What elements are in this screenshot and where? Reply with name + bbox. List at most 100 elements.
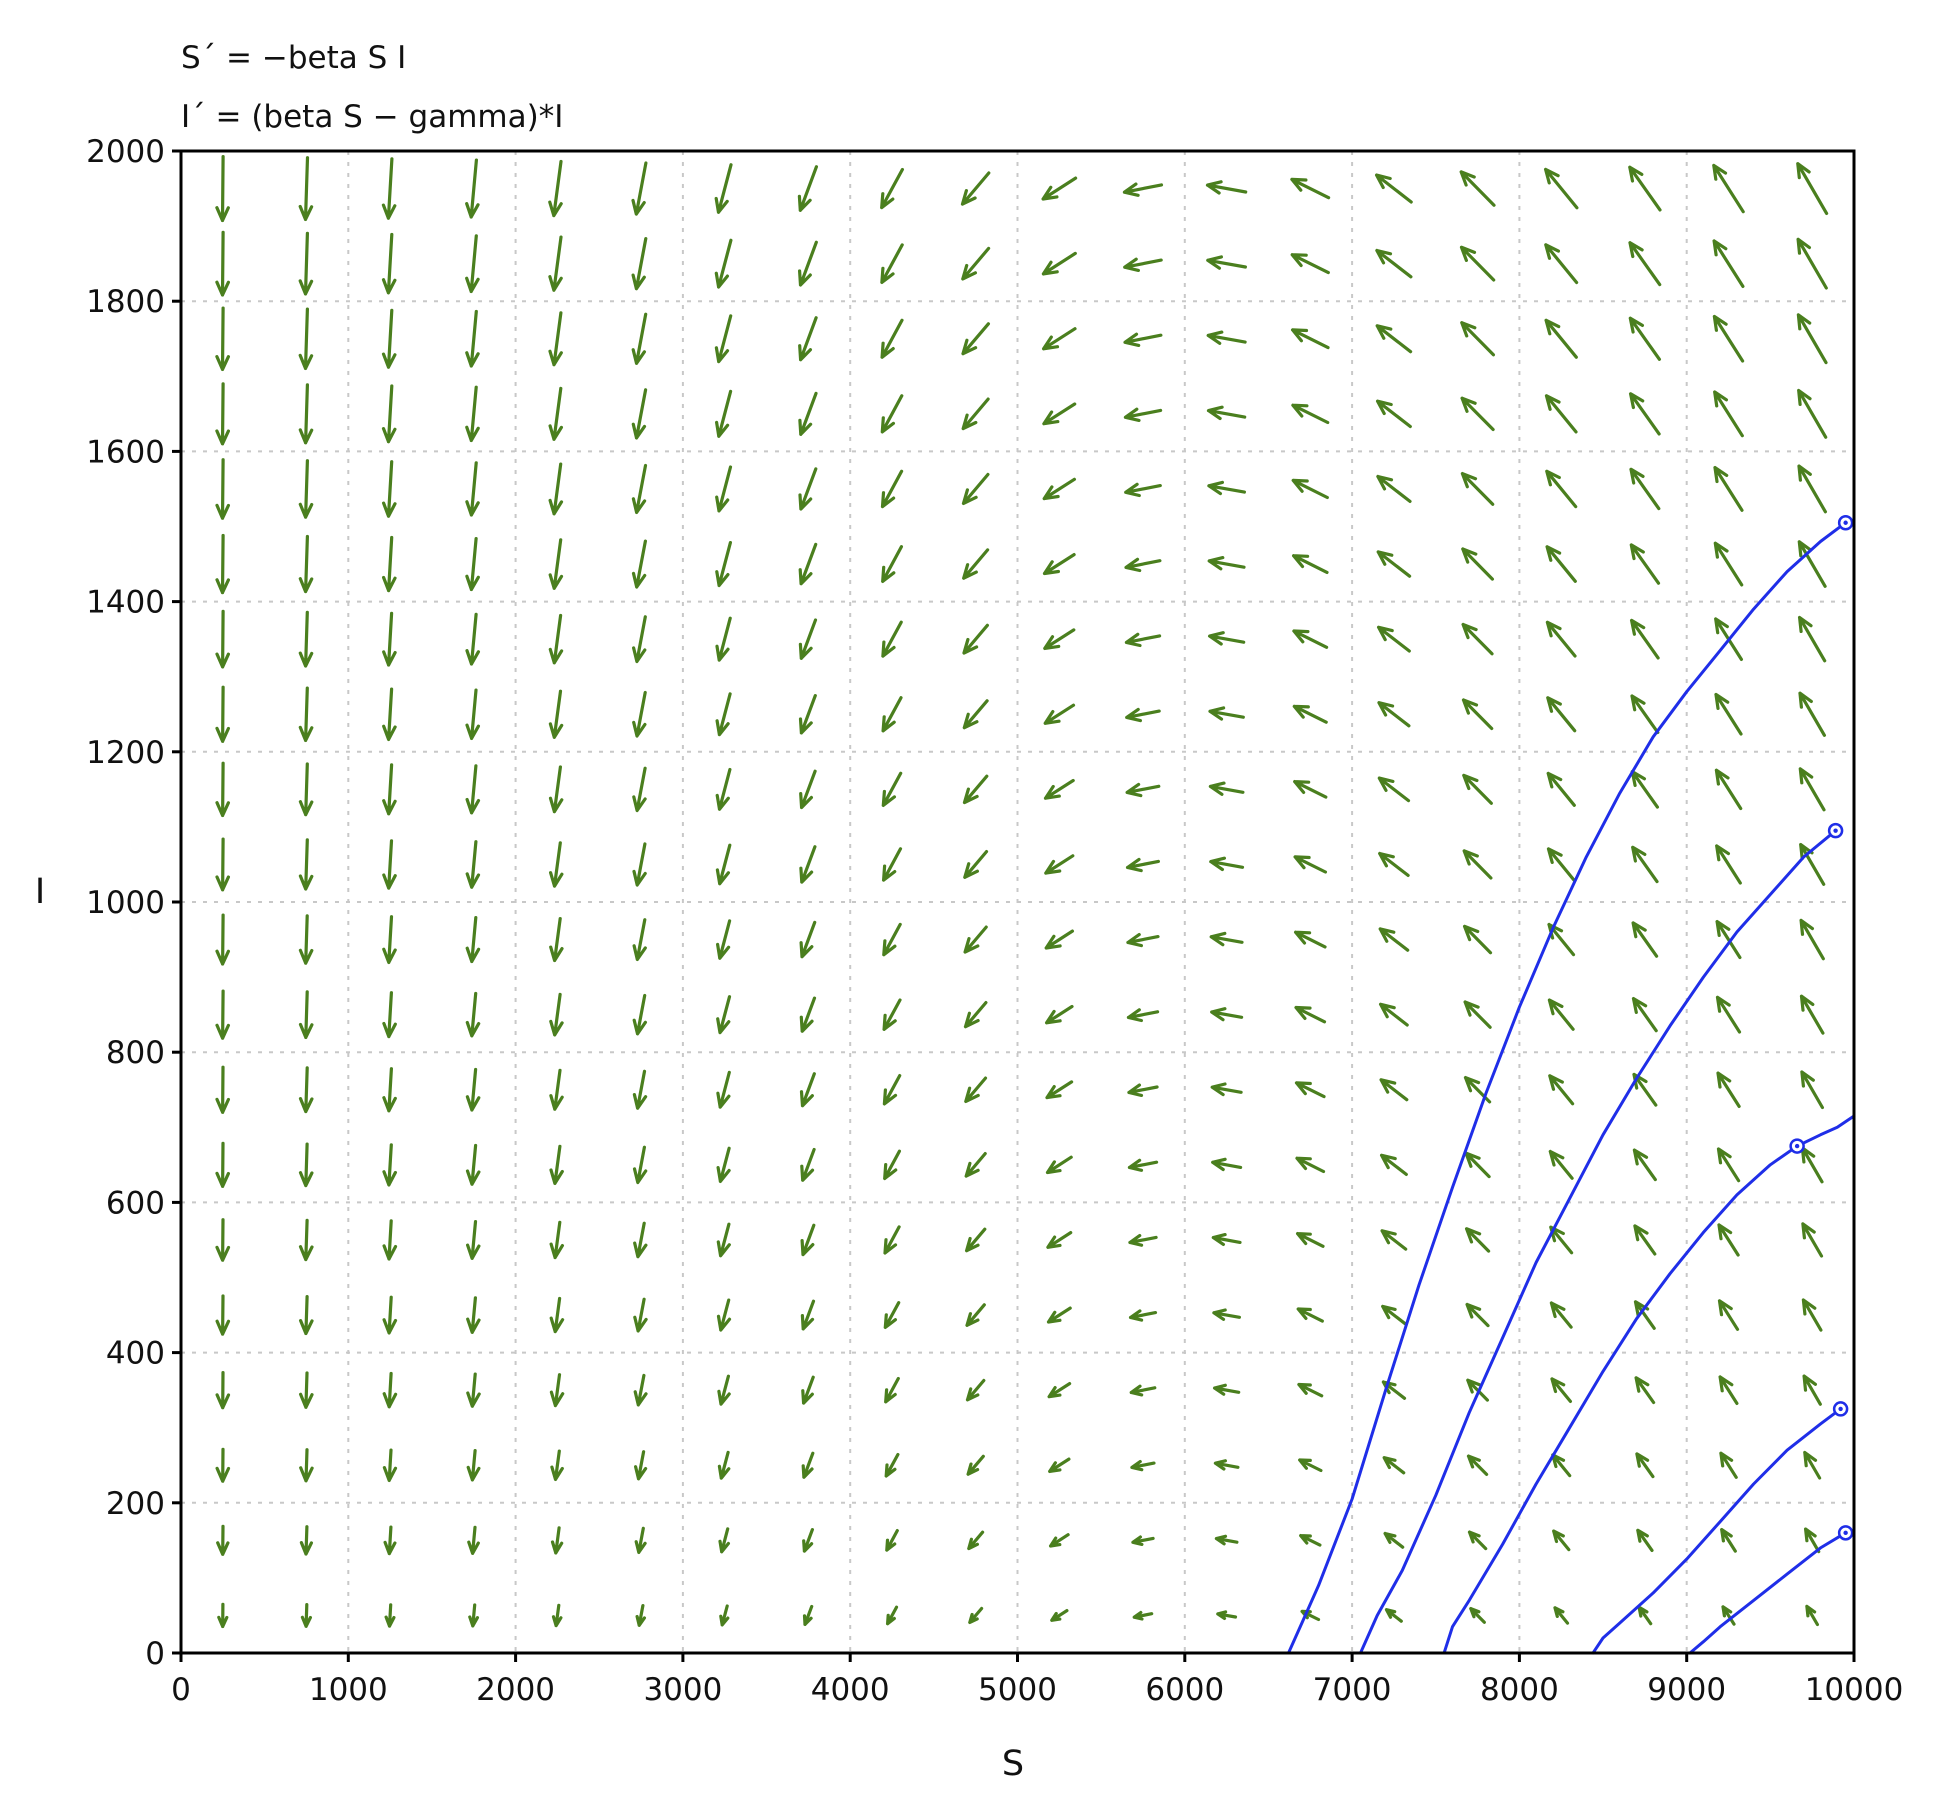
field-arrow — [1635, 1226, 1655, 1254]
field-arrow — [1129, 1160, 1156, 1170]
field-arrow — [1044, 479, 1074, 498]
field-arrow — [1216, 1536, 1237, 1544]
field-arrow — [550, 540, 561, 589]
field-arrow — [1297, 1083, 1325, 1097]
x-tick-label: 10000 — [1805, 1672, 1904, 1708]
field-arrow — [1634, 1150, 1655, 1180]
field-arrow — [718, 997, 730, 1033]
field-arrow — [1550, 1152, 1572, 1179]
field-arrow — [1212, 1009, 1242, 1020]
x-tick-label: 3000 — [643, 1672, 722, 1708]
field-arrow — [802, 1150, 814, 1181]
field-arrow — [301, 1068, 312, 1112]
field-arrow — [384, 538, 395, 591]
grid — [181, 151, 1854, 1653]
field-arrow — [1292, 179, 1329, 197]
field-arrow — [634, 1071, 645, 1108]
field-arrow — [887, 1531, 898, 1551]
field-arrow — [801, 998, 814, 1031]
field-arrow — [384, 689, 395, 739]
trajectories — [1289, 516, 1855, 1653]
field-arrow — [717, 770, 730, 810]
field-arrow — [384, 310, 395, 367]
field-arrow — [384, 1374, 395, 1407]
field-arrow — [1126, 559, 1160, 570]
field-arrow — [551, 994, 562, 1035]
equation-s-prime: S´ = −beta S I — [181, 40, 406, 76]
field-arrow — [1209, 558, 1244, 569]
field-arrow — [634, 617, 646, 662]
x-tick-label: 7000 — [1313, 1672, 1392, 1708]
field-arrow — [300, 916, 311, 963]
field-arrow — [1805, 1453, 1820, 1479]
field-arrow — [802, 1074, 815, 1106]
field-arrow — [1800, 769, 1824, 810]
field-arrow — [1631, 394, 1660, 434]
field-arrow — [1549, 849, 1574, 880]
field-arrow — [805, 1607, 812, 1625]
field-arrow — [1387, 1610, 1402, 1622]
y-tick-label: 1200 — [86, 735, 165, 771]
field-arrow — [1045, 555, 1075, 574]
field-arrow — [301, 1297, 312, 1334]
field-arrow — [1045, 705, 1073, 723]
field-arrow — [801, 696, 816, 733]
field-arrow — [967, 1229, 985, 1251]
field-arrow — [384, 1145, 395, 1185]
field-arrow — [1716, 695, 1741, 735]
field-arrow — [802, 1225, 814, 1254]
field-arrow — [1546, 169, 1577, 207]
field-arrow — [802, 1301, 813, 1329]
field-arrow — [1718, 997, 1740, 1032]
field-arrow — [1464, 851, 1491, 878]
field-arrow — [634, 996, 645, 1034]
field-arrow — [384, 235, 395, 293]
field-arrow — [804, 1530, 813, 1552]
field-arrow — [719, 1376, 729, 1404]
field-arrow — [550, 237, 561, 290]
field-arrow — [1130, 1236, 1156, 1246]
field-arrow — [1128, 1010, 1157, 1021]
field-arrow — [1379, 627, 1410, 651]
field-arrow — [1547, 396, 1577, 432]
field-arrow — [1464, 700, 1492, 729]
equation-i-prime: I´ = (beta S − gamma)*I — [181, 99, 563, 135]
field-arrow — [217, 1220, 229, 1261]
field-arrow — [551, 767, 562, 812]
field-arrow — [1377, 326, 1410, 352]
field-arrow — [1546, 320, 1576, 357]
field-arrow — [1463, 625, 1492, 654]
field-arrow — [633, 390, 645, 438]
field-arrow — [1637, 1454, 1653, 1477]
field-arrow — [883, 773, 900, 805]
field-arrow — [1798, 315, 1826, 363]
field-arrow — [1799, 391, 1826, 438]
field-arrow — [1133, 1537, 1153, 1544]
field-arrow — [1044, 404, 1075, 424]
field-arrow — [1803, 1224, 1822, 1256]
field-arrow — [1799, 466, 1825, 512]
field-arrow — [1462, 247, 1494, 280]
field-arrow — [800, 393, 816, 434]
field-arrow — [965, 776, 987, 802]
field-arrow — [888, 1607, 897, 1624]
field-arrow — [551, 843, 562, 886]
field-arrow — [1214, 1310, 1240, 1319]
field-arrow — [1208, 182, 1246, 193]
y-tick-label: 200 — [106, 1486, 165, 1522]
field-arrow — [719, 1452, 728, 1478]
field-arrow — [467, 539, 478, 590]
field-arrow — [300, 612, 311, 666]
x-tick-label: 9000 — [1647, 1672, 1726, 1708]
field-arrow — [634, 541, 646, 587]
field-arrow — [1639, 1607, 1651, 1624]
field-arrow — [718, 1148, 729, 1181]
field-arrow — [963, 399, 988, 429]
field-arrow — [217, 460, 228, 519]
x-tick-label: 4000 — [811, 1672, 890, 1708]
field-arrow — [720, 1529, 728, 1552]
field-arrow — [884, 849, 901, 880]
field-arrow — [718, 1072, 729, 1107]
x-tick-label: 8000 — [1480, 1672, 1559, 1708]
field-arrow — [300, 158, 311, 220]
